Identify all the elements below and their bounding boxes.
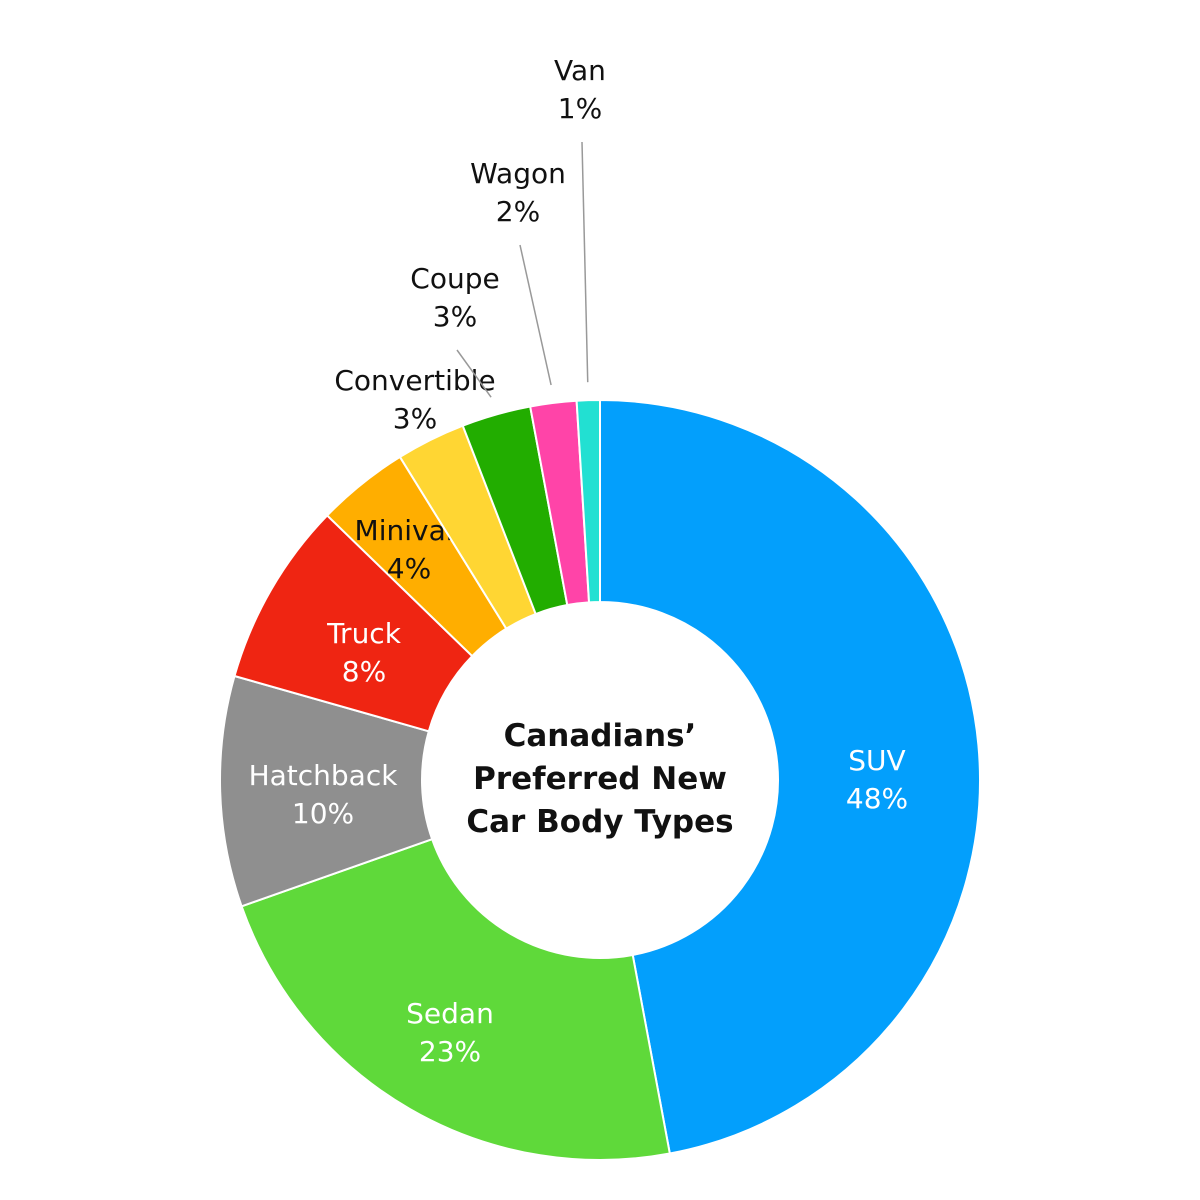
- value-label: 2%: [496, 195, 540, 228]
- slice: [599, 398, 981, 1155]
- leader-line: [519, 244, 552, 386]
- slice-label: Truck: [326, 617, 402, 650]
- slice-label: SUV: [848, 744, 905, 777]
- value-label: 1%: [558, 92, 602, 125]
- leader-line: [456, 349, 492, 398]
- value-label: 8%: [342, 655, 386, 688]
- chart-title: Canadians’ Preferred New Car Body Types: [466, 718, 734, 840]
- value-label: 4%: [387, 552, 431, 585]
- value-label: 23%: [419, 1035, 481, 1068]
- value-label: 3%: [393, 402, 437, 435]
- value-label: 3%: [433, 300, 477, 333]
- slice-label: Sedan: [406, 997, 494, 1030]
- slice: [240, 837, 671, 1161]
- value-label: 48%: [846, 782, 908, 815]
- slice-label: Convertible: [334, 364, 495, 397]
- slice-label: Wagon: [470, 157, 566, 190]
- slice-label: Van: [554, 54, 606, 87]
- leader-line: [581, 141, 589, 383]
- slice-label: Hatchback: [249, 759, 399, 792]
- slice: [575, 398, 601, 604]
- value-label: 10%: [292, 797, 354, 830]
- slice-label: Coupe: [410, 262, 499, 295]
- slice: [219, 674, 434, 908]
